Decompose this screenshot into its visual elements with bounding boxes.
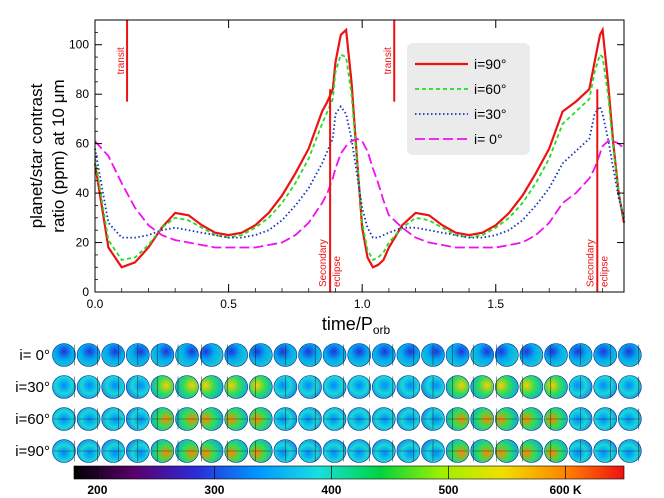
- planet-globe: [371, 343, 396, 367]
- x-tick-label: 1.5: [487, 297, 504, 311]
- planet-globe: [617, 343, 642, 367]
- planet-globe: [445, 343, 470, 367]
- planet-globe: [248, 343, 273, 367]
- legend-label: i=90°: [474, 56, 506, 72]
- legend-label: i=60°: [474, 81, 506, 97]
- planet-globe: [298, 343, 322, 367]
- planet-globe: [175, 375, 199, 399]
- planet-globe: [494, 375, 519, 399]
- planet-globe: [617, 375, 642, 399]
- planet-globe: [445, 375, 470, 399]
- planet-globe: [175, 343, 199, 367]
- svg-text:ratio (ppm) at 10 μm: ratio (ppm) at 10 μm: [49, 79, 68, 232]
- colorbar-labels: 200 300 400 500 600 K: [87, 466, 582, 497]
- x-tick-label: 0.0: [87, 297, 104, 311]
- planet-globe: [52, 343, 76, 367]
- planet-globe: [593, 375, 618, 399]
- planet-globe: [322, 343, 347, 367]
- planet-globe: [199, 375, 224, 399]
- eclipse-label: eclipse: [599, 255, 610, 287]
- planet-globe: [199, 343, 224, 367]
- colorbar-tick-label: 300: [204, 483, 224, 497]
- legend-box: [407, 43, 530, 155]
- globe-row-label: i= 0°: [19, 347, 50, 364]
- eclipse-label: Secondary: [318, 239, 329, 287]
- planet-globe: [544, 375, 568, 399]
- planet-globe: [396, 375, 421, 399]
- planet-globe: [347, 343, 372, 367]
- colorbar: [73, 465, 625, 480]
- legend: i=90° i=60° i=30° i= 0°: [407, 43, 530, 155]
- x-axis-ticks: 0.0 0.5 1.0 1.5: [87, 20, 603, 311]
- planet-globe: [76, 375, 101, 399]
- x-tick-label: 0.5: [220, 297, 237, 311]
- planet-globe: [150, 343, 175, 367]
- planet-globe: [371, 375, 396, 399]
- planet-globe: [224, 343, 248, 367]
- colorbar-tick-label: 400: [321, 483, 341, 497]
- y-axis-ticks: 0 20 40 60 80 100: [69, 31, 624, 299]
- series-line: [94, 137, 625, 249]
- planet-globe: [150, 375, 175, 399]
- colorbar-tick-label: 600 K: [549, 483, 581, 497]
- planet-globe: [248, 375, 273, 399]
- globe-grid: i= 0° i=30° i=60° i=90°: [15, 343, 642, 463]
- planet-globe: [396, 343, 421, 367]
- transit-label: transit: [116, 47, 127, 74]
- svg-text:planet/star contrast: planet/star contrast: [27, 83, 46, 228]
- globe-row-label: i=60°: [15, 411, 50, 428]
- planet-globe: [470, 375, 495, 399]
- y-tick-label: 40: [76, 186, 90, 200]
- legend-label: i=30°: [474, 106, 506, 122]
- planet-globe: [298, 375, 322, 399]
- planet-globe: [52, 375, 76, 399]
- series-line: [93, 26, 626, 269]
- y-tick-label: 0: [82, 285, 89, 299]
- planet-globe: [76, 343, 101, 367]
- planet-globe: [347, 375, 372, 399]
- planet-globe: [494, 343, 519, 367]
- y-tick-label: 60: [76, 137, 90, 151]
- colorbar-tick-label: 200: [87, 483, 107, 497]
- planet-globe: [519, 375, 544, 399]
- globe-row-label: i=30°: [15, 379, 50, 396]
- planet-globe: [544, 343, 568, 367]
- planet-globe: [470, 343, 495, 367]
- eclipse-label: eclipse: [332, 255, 343, 287]
- x-tick-label: 1.0: [354, 297, 371, 311]
- y-tick-label: 100: [69, 38, 89, 52]
- legend-label: i= 0°: [474, 131, 503, 147]
- colorbar-tick-label: 500: [438, 483, 458, 497]
- globe-row-label: i=90°: [15, 443, 50, 460]
- y-tick-label: 80: [76, 87, 90, 101]
- planet-globe: [519, 343, 544, 367]
- y-tick-label: 20: [76, 236, 90, 250]
- planet-globe: [593, 343, 618, 367]
- planet-globe: [101, 375, 125, 399]
- planet-globe: [101, 343, 125, 367]
- planet-globe: [224, 375, 248, 399]
- eclipse-label: Secondary: [585, 239, 596, 287]
- x-axis-label: time/Porb: [322, 314, 391, 337]
- y-axis-label: planet/star contrast ratio (ppm) at 10 μ…: [27, 79, 68, 232]
- planet-globe: [322, 375, 347, 399]
- transit-label: transit: [383, 47, 394, 74]
- series-line: [94, 52, 625, 262]
